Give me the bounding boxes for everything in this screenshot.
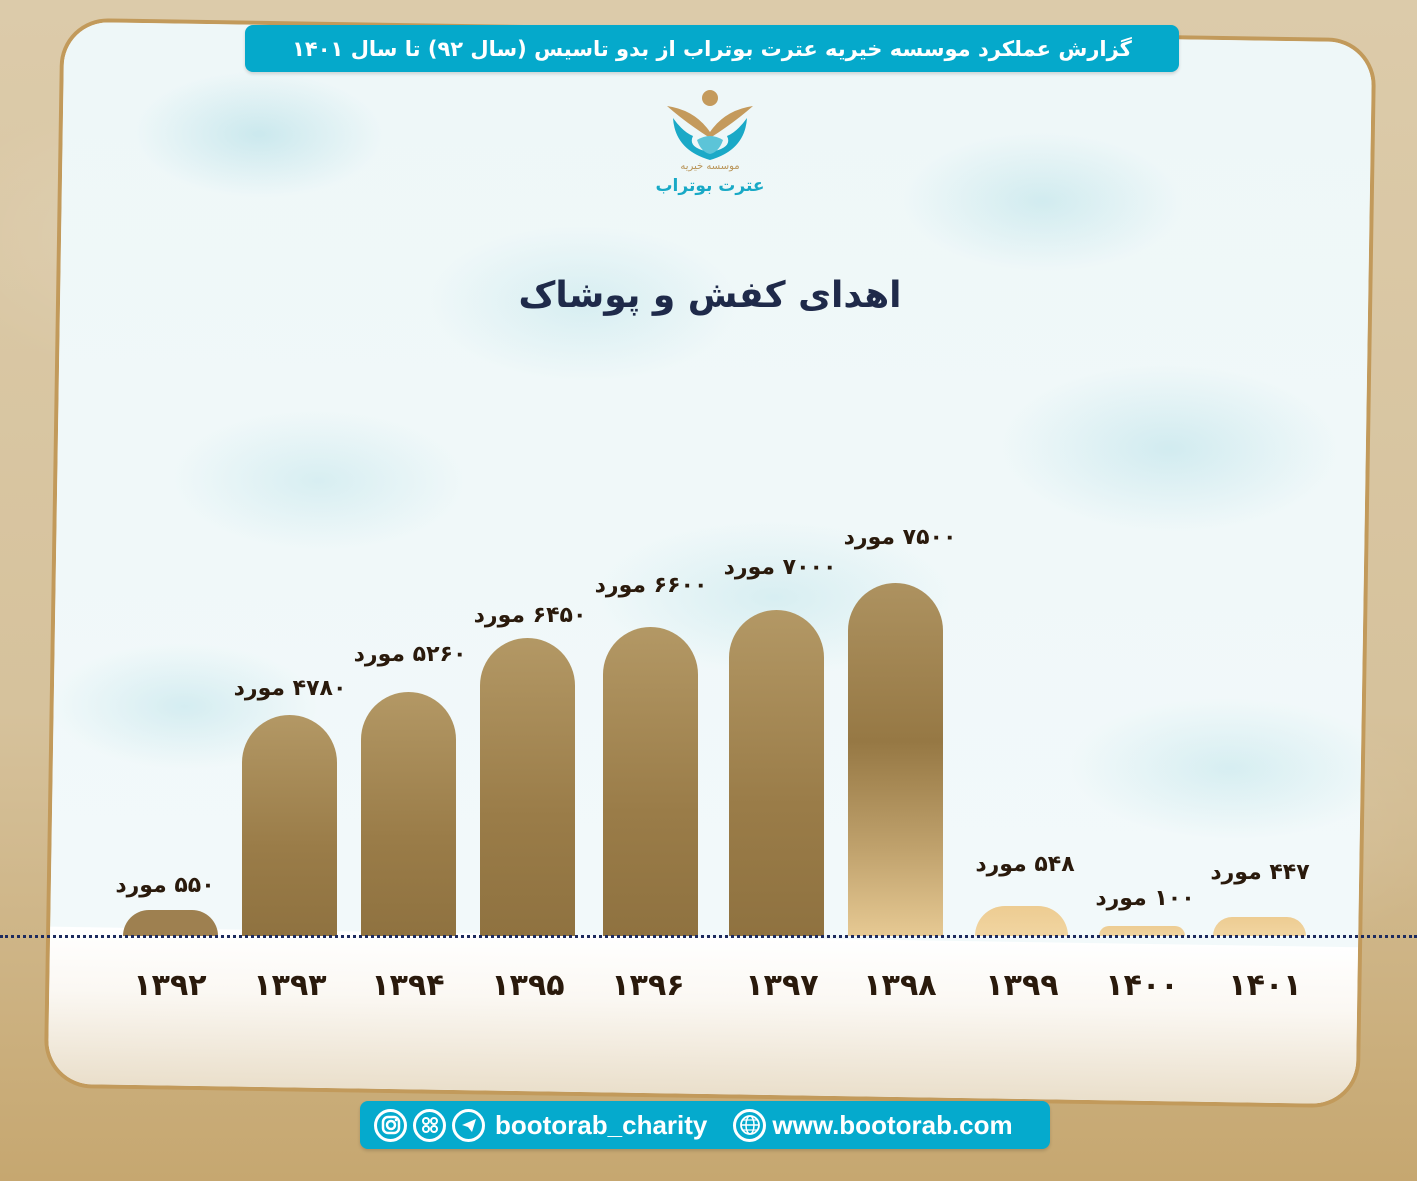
year-label-1394: ۱۳۹۴ (371, 968, 445, 1003)
value-label-1399: ۵۴۸ مورد (975, 852, 1075, 877)
value-label-1398: ۷۵۰۰ مورد (843, 525, 957, 550)
value-label-1395: ۶۴۵۰ مورد (473, 603, 587, 628)
logo-emblem-icon (667, 90, 753, 160)
bar-1401 (1213, 917, 1306, 936)
chart-title: اهدای کفش و پوشاک (518, 275, 902, 316)
year-label-1395: ۱۳۹۵ (491, 968, 565, 1003)
year-label-1401: ۱۴۰۱ (1228, 968, 1302, 1003)
social-handle[interactable]: bootorab_charity (495, 1109, 708, 1140)
value-label-1401: ۴۴۷ مورد (1210, 860, 1310, 885)
rubika-icon[interactable] (413, 1108, 446, 1142)
year-label-1399: ۱۳۹۹ (985, 968, 1059, 1003)
value-label-1394: ۵۲۶۰ مورد (353, 642, 467, 667)
value-label-1397: ۷۰۰۰ مورد (723, 555, 837, 580)
footer-bar: bootorab_charity www.bootorab.com (360, 1101, 1050, 1149)
value-label-1400: ۱۰۰ مورد (1095, 886, 1195, 911)
bar-1399 (975, 906, 1068, 936)
instagram-icon[interactable] (374, 1108, 407, 1142)
value-label-1393: ۴۷۸۰ مورد (233, 676, 347, 701)
bar-1396 (603, 627, 698, 936)
bar-1397 (729, 610, 824, 936)
globe-icon (733, 1108, 767, 1142)
bar-1393 (242, 715, 337, 936)
bar-1398 (848, 583, 943, 936)
year-label-1398: ۱۳۹۸ (863, 968, 937, 1003)
year-label-1400: ۱۴۰۰ (1105, 968, 1179, 1003)
report-header: گزارش عملکرد موسسه خیریه عترت بوتراب از … (245, 25, 1179, 72)
report-header-title: گزارش عملکرد موسسه خیریه عترت بوتراب از … (292, 36, 1132, 61)
year-label-1392: ۱۳۹۲ (133, 968, 207, 1003)
website-link[interactable]: www.bootorab.com (772, 1109, 1013, 1140)
telegram-icon[interactable] (452, 1108, 485, 1142)
bar-1394 (361, 692, 456, 936)
bar-1395 (480, 638, 575, 936)
value-label-1392: ۵۵۰ مورد (115, 873, 215, 898)
value-label-1396: ۶۶۰۰ مورد (594, 573, 708, 598)
axis-strip (47, 926, 1359, 1105)
year-label-1397: ۱۳۹۷ (745, 968, 819, 1003)
charity-logo: موسسه خیریه عترت بوتراب (655, 88, 765, 213)
chart-baseline (0, 935, 1417, 938)
bar-1392 (123, 910, 218, 936)
logo-name: عترت بوتراب (655, 176, 765, 196)
logo-subtitle: موسسه خیریه (680, 161, 740, 172)
year-label-1393: ۱۳۹۳ (253, 968, 327, 1003)
year-label-1396: ۱۳۹۶ (611, 968, 685, 1003)
bar-1400 (1099, 926, 1185, 936)
